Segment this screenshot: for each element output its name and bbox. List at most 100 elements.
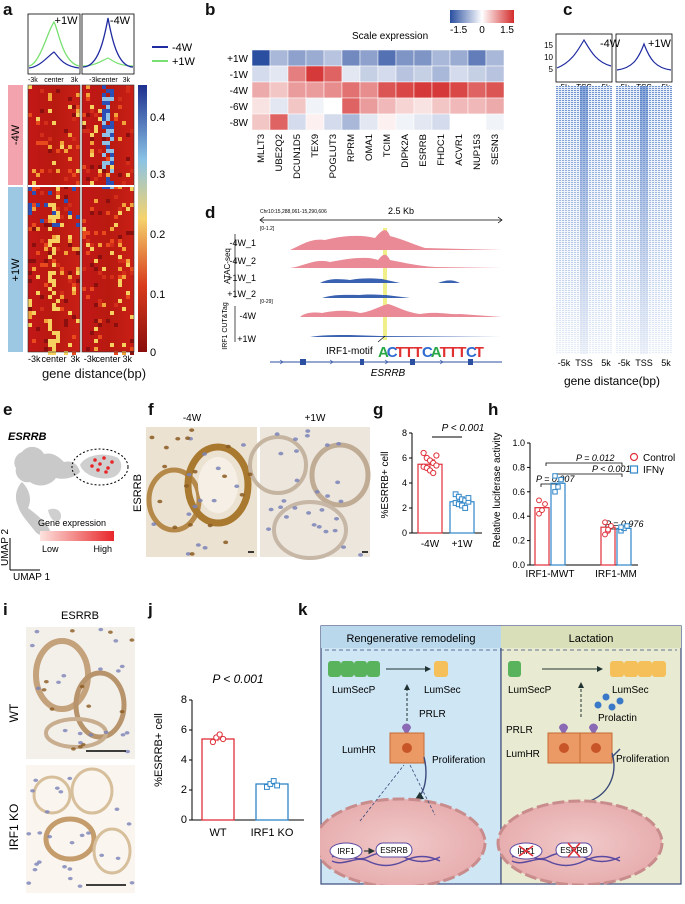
panel-j-label: j xyxy=(148,600,153,619)
e-high: High xyxy=(93,544,112,554)
j-pvalue: P < 0.001 xyxy=(212,672,263,686)
j-bar xyxy=(201,738,235,821)
k-left-lumsec: LumSec xyxy=(424,685,461,696)
f-nucleus xyxy=(186,512,192,516)
a-top-tick-r: 3k xyxy=(71,77,79,84)
panel-c-label: c xyxy=(563,0,573,19)
e-dot xyxy=(90,464,94,468)
b-cell xyxy=(287,97,307,115)
d-track-3: +1W_1 xyxy=(227,273,256,283)
h-y-tick: 1.0 xyxy=(512,438,525,448)
b-cell xyxy=(305,81,325,99)
g-y-tick: 0 xyxy=(402,528,407,538)
f-nucleus xyxy=(151,522,157,526)
g-point xyxy=(465,495,472,501)
i-nucleus xyxy=(54,786,60,790)
panel-a-figure: +1W -4W -3k center 3k -3k center 3k -4W … xyxy=(8,13,196,364)
c-bot-tick-4: -5k xyxy=(618,358,631,368)
d-track-4: +1W_2 xyxy=(227,289,256,299)
f-nucleus xyxy=(334,516,340,521)
b-cell xyxy=(359,113,379,131)
d-motif-letter: T xyxy=(440,344,449,361)
g-ylabel: %ESRRB+ cell xyxy=(380,452,391,519)
j-y-tick: 2 xyxy=(181,784,187,796)
h-ylabel: Relative luciferase activity xyxy=(492,432,503,547)
panel-b-figure: Scale expression -1.5 0 1.5 +1W -1W -4W … xyxy=(227,10,514,179)
b-cell xyxy=(467,49,487,67)
a-legend-1: -4W xyxy=(172,42,193,54)
i-nucleus xyxy=(103,730,109,735)
b-cell xyxy=(323,113,343,131)
h-point xyxy=(552,473,558,479)
f-nucleus xyxy=(189,552,195,556)
f-nucleus xyxy=(304,433,310,438)
i-nucleus xyxy=(44,810,50,814)
b-gene-label: SESN3 xyxy=(490,134,501,165)
h-point xyxy=(542,501,548,507)
h-point xyxy=(602,519,608,526)
i-nucleus xyxy=(119,710,125,714)
i-nucleus xyxy=(30,789,35,793)
e-dot xyxy=(96,468,100,472)
i-nucleus xyxy=(69,629,75,633)
d-scale: 2.5 Kb xyxy=(388,206,414,216)
f-nucleus xyxy=(207,523,213,528)
h-point xyxy=(624,523,630,529)
b-cell xyxy=(449,65,469,83)
i-nucleus xyxy=(62,865,67,869)
a-top-tick-c2: center xyxy=(98,77,118,84)
b-cell xyxy=(467,97,487,115)
b-cell xyxy=(431,97,451,115)
b-cell xyxy=(467,113,487,131)
k-left-lumhr: LumHR xyxy=(342,745,376,756)
b-gene-label: TEX9 xyxy=(310,134,321,158)
f-nucleus xyxy=(186,472,192,477)
i-nucleus xyxy=(113,639,119,643)
b-row-1: +1W xyxy=(227,54,248,65)
i-nucleus xyxy=(88,733,94,737)
c-bot-tick-3: 5k xyxy=(601,358,611,368)
b-cell xyxy=(449,97,469,115)
a-legend-2: +1W xyxy=(172,56,196,68)
e-gene: ESRRB xyxy=(8,431,47,443)
k-left-prolif: Proliferation xyxy=(432,755,485,766)
d-track-5: -4W xyxy=(240,311,257,321)
b-gene-label: POGLUT3 xyxy=(328,134,339,178)
panel-h-chart: Relative luciferase activity Control IFN… xyxy=(492,432,675,580)
j-y-tick: 0 xyxy=(181,814,187,826)
g-point xyxy=(433,462,440,469)
f-nucleus xyxy=(185,552,191,556)
f-nucleus xyxy=(306,511,312,515)
b-cell xyxy=(305,97,325,115)
e-dot xyxy=(110,460,114,464)
f-nucleus xyxy=(281,499,287,503)
i-nucleus xyxy=(32,868,38,872)
e-axis-x: UMAP 1 xyxy=(13,572,50,580)
h-point xyxy=(536,497,542,504)
b-cell xyxy=(359,49,379,67)
b-cell xyxy=(395,81,415,99)
a-row-label-1: -4W xyxy=(10,124,22,145)
i-nucleus xyxy=(79,684,85,689)
f-nucleus xyxy=(314,489,320,494)
a-cb-tick-2: 0.3 xyxy=(150,169,165,181)
b-cell xyxy=(269,81,289,99)
i-nucleus xyxy=(71,747,76,751)
d-motif-letter: T xyxy=(413,344,422,361)
b-cell xyxy=(377,97,397,115)
k-right-lumhr: LumHR xyxy=(506,749,540,760)
b-row-5: -8W xyxy=(230,118,249,129)
b-cell xyxy=(395,113,415,131)
d-motif-letter: C xyxy=(466,344,477,361)
b-gene-label: ESRRB xyxy=(418,134,429,167)
i-nucleus xyxy=(86,704,92,708)
i-nucleus xyxy=(124,731,130,735)
k-left-lumsecp: LumSecP xyxy=(332,685,376,696)
f-nucleus xyxy=(341,545,347,549)
d-track-1: -4W_1 xyxy=(229,238,256,248)
d-motif-letter: T xyxy=(457,344,466,361)
panel-b-label: b xyxy=(205,0,216,19)
b-cell xyxy=(251,65,271,83)
i-nucleus xyxy=(26,881,32,885)
f-nucleus xyxy=(266,527,272,531)
